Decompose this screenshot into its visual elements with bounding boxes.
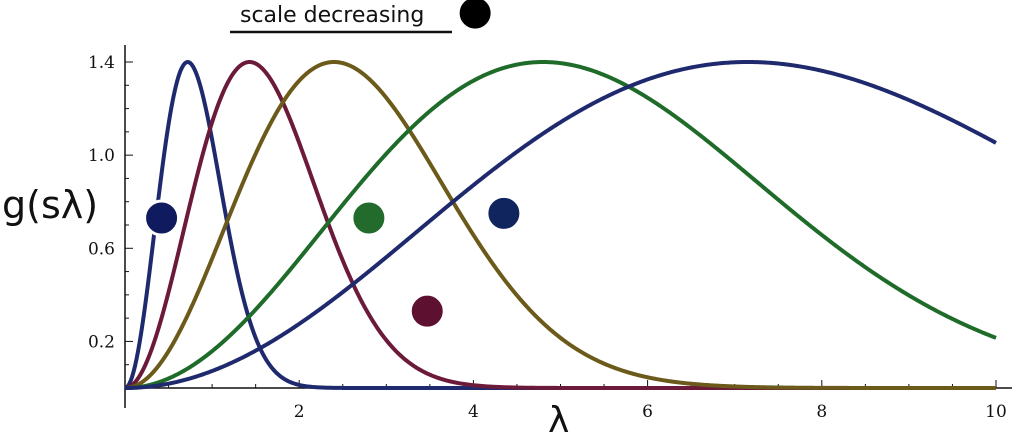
y-tick-label: 0.6 bbox=[88, 239, 115, 259]
series-line-5 bbox=[124, 60, 997, 390]
x-tick-label: 8 bbox=[816, 402, 827, 422]
curves bbox=[124, 60, 997, 390]
marker-dot-2 bbox=[350, 199, 388, 237]
x-tick-label: 4 bbox=[468, 402, 479, 422]
x-tick-label: 10 bbox=[985, 402, 1007, 422]
y-tick-label: 1.0 bbox=[88, 146, 115, 166]
labels: g(sλ) λ scale decreasing bbox=[2, 3, 569, 437]
series-line-4 bbox=[124, 60, 997, 390]
markers bbox=[143, 0, 523, 330]
y-tick-label: 0.2 bbox=[88, 332, 115, 352]
marker-dot-1 bbox=[143, 199, 181, 237]
series-line-3 bbox=[124, 60, 997, 390]
x-tick-label: 6 bbox=[642, 402, 653, 422]
marker-dot-5 bbox=[456, 0, 494, 32]
x-axis-label: λ bbox=[548, 400, 569, 437]
marker-dot-4 bbox=[408, 292, 446, 330]
y-axis-label: g(sλ) bbox=[2, 183, 98, 227]
scale-annotation: scale decreasing bbox=[240, 3, 424, 28]
marker-dot-3 bbox=[485, 194, 523, 232]
x-tick-label: 2 bbox=[294, 402, 305, 422]
y-tick-label: 1.4 bbox=[88, 53, 115, 73]
